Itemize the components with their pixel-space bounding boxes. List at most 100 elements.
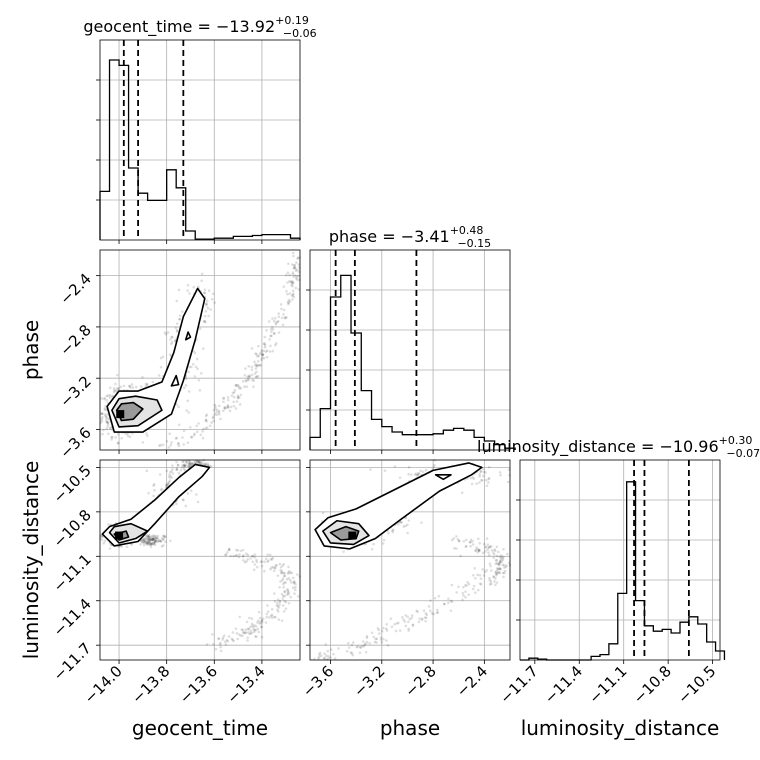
sample-point [200,279,203,283]
sample-point [186,283,190,287]
sample-point [175,299,179,303]
sample-point [190,489,193,492]
sample-point [166,483,170,486]
sample-point [106,421,110,425]
sample-point [152,538,155,541]
sample-point [283,571,286,575]
sample-point [159,539,163,543]
sample-point [253,372,257,375]
sample-point [231,638,235,642]
sample-point [321,511,325,515]
sample-point [243,374,247,377]
sample-point [326,649,330,653]
sample-point [163,331,167,334]
axis-label-y-phase: phase [19,320,43,380]
sample-point [496,571,500,575]
sample-point [358,645,362,649]
sample-point [477,548,481,552]
sample-point [255,364,259,368]
sample-point [493,549,497,552]
sample-point [204,463,207,467]
sample-point [162,537,165,541]
sample-point [177,288,181,292]
sample-point [499,567,503,571]
x-tick-label: −2.8 [401,662,439,700]
sample-point [286,589,290,592]
sample-point [205,299,209,303]
sample-point [189,462,193,466]
sample-point [115,387,119,390]
sample-point [100,412,104,415]
sample-point [416,473,419,477]
sample-point [116,388,120,391]
sample-point [223,406,227,409]
sample-point [265,349,269,352]
sample-point [108,396,112,399]
sample-point [260,619,264,623]
sample-point [364,642,367,646]
sample-point [385,623,388,626]
sample-point [134,385,138,389]
sample-point [287,298,291,302]
sample-point [245,379,248,383]
sample-point [459,554,462,558]
sample-point [469,538,473,542]
sample-point [415,609,418,613]
sample-point [249,629,252,633]
sample-point [278,562,282,566]
sample-point [122,384,126,388]
sample-point [146,537,149,540]
sample-point [174,437,178,440]
sample-point [236,396,240,400]
sample-point [105,427,108,431]
sample-point [402,525,406,528]
sample-point [251,378,254,382]
sample-point [320,654,323,658]
sample-point [175,467,179,470]
sample-point [106,425,109,428]
sample-point [244,367,247,370]
sample-point [482,474,485,478]
sample-point [183,464,186,468]
sample-point [291,586,295,590]
sample-point [170,469,173,473]
sample-point [151,380,155,384]
sample-point [116,433,120,436]
sample-point [275,563,278,567]
sample-point [105,418,108,422]
sample-point [381,542,385,545]
sample-point [345,650,349,653]
sample-point [204,320,207,324]
sample-point [492,575,496,579]
sample-point [465,544,468,548]
sample-point [147,534,150,538]
sample-point [402,618,405,622]
sample-point [369,468,372,471]
sample-point [268,337,271,341]
sample-point [364,650,368,654]
sample-point [273,332,276,335]
sample-point [183,386,186,390]
sample-point [287,576,291,580]
sample-point [246,378,250,382]
sample-point [227,548,231,552]
sample-point [176,463,180,467]
sample-point [153,540,157,544]
sample-point [146,541,149,545]
sample-point [182,459,185,463]
sample-point [154,539,157,542]
sample-point [241,634,244,637]
sample-point [236,549,240,552]
sample-point [280,592,284,596]
sample-point [365,636,369,640]
sample-point [373,640,377,644]
sample-point [177,441,180,445]
sample-point [495,572,499,575]
sample-point [103,408,107,412]
sample-point [424,612,428,615]
sample-point [275,604,279,607]
sample-point [225,638,229,642]
sample-point [203,314,207,318]
sample-point [408,617,412,621]
sample-point [187,390,191,393]
